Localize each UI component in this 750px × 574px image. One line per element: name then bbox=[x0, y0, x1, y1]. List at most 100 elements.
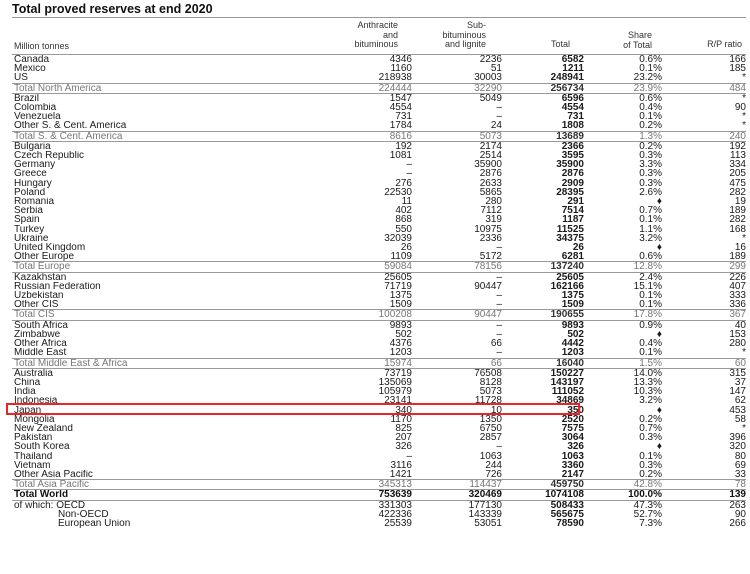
table-row: South Africa 9893 – 9893 0.9% 40 bbox=[12, 320, 746, 330]
share-value: ♦ bbox=[656, 405, 662, 415]
total-value: 1203 bbox=[561, 348, 584, 358]
rp-ratio-value: 240 bbox=[662, 130, 746, 142]
total-value: 2909 bbox=[561, 178, 584, 188]
share-value: 0.1% bbox=[639, 291, 662, 301]
row-name: Zimbabwe bbox=[14, 329, 61, 340]
share-value: 3.2% bbox=[639, 396, 662, 406]
row-name: Colombia bbox=[14, 103, 57, 113]
anthracite-value: 340 bbox=[395, 405, 412, 415]
anthracite-value: 135069 bbox=[378, 377, 412, 388]
rp-ratio-value: 475 bbox=[729, 178, 746, 188]
anthracite-value: 105979 bbox=[378, 387, 412, 397]
table-row: Kazakhstan 25605 – 25605 2.4% 226 bbox=[12, 272, 746, 282]
rp-ratio-value: 139 bbox=[662, 489, 746, 501]
row-name: Venezuela bbox=[14, 112, 61, 122]
subbituminous-value: 244 bbox=[485, 460, 502, 470]
table-row: Other Asia Pacific 1421 726 2147 0.2% 33 bbox=[12, 470, 746, 480]
subbituminous-value: 78156 bbox=[412, 261, 502, 273]
table-row: Romania 11 280 291 ♦ 19 bbox=[12, 197, 746, 206]
anthracite-value: 502 bbox=[395, 329, 412, 340]
total-value: 1375 bbox=[561, 291, 584, 301]
header-total: Total bbox=[550, 39, 570, 49]
row-name: Non-OECD bbox=[58, 509, 109, 519]
anthracite-value: 59084 bbox=[334, 261, 412, 273]
share-value: 0.1% bbox=[639, 451, 662, 461]
rp-ratio-value: 153 bbox=[729, 329, 746, 340]
table-row: Colombia 4554 – 4554 0.4% 90 bbox=[12, 103, 746, 112]
total-value: 7514 bbox=[561, 206, 584, 216]
rp-ratio-value: 396 bbox=[729, 433, 746, 443]
anthracite-value: 276 bbox=[395, 178, 412, 188]
subbituminous-value: – bbox=[496, 112, 502, 122]
rp-ratio-value: 280 bbox=[729, 339, 746, 349]
world-total-row: Total World 753639 320469 1074108 100.0% 139 bbox=[12, 489, 746, 501]
rp-ratio-value: 299 bbox=[662, 261, 746, 273]
rp-ratio-value: 315 bbox=[729, 368, 746, 378]
total-value: 256734 bbox=[502, 82, 584, 94]
table-row: United Kingdom 26 – 26 ♦ 16 bbox=[12, 243, 746, 252]
row-name: Total Europe bbox=[12, 261, 334, 273]
subbituminous-value: 5172 bbox=[479, 252, 502, 262]
anthracite-value: 4346 bbox=[334, 54, 412, 65]
row-name: Australia bbox=[14, 368, 53, 378]
table-row: Mexico 1160 51 1211 0.1% 185 bbox=[12, 64, 746, 73]
table-row: India 105979 5073 111052 10.3% 147 bbox=[12, 387, 746, 396]
anthracite-value: 550 bbox=[395, 224, 412, 234]
row-name: Mongolia bbox=[14, 414, 55, 424]
row-name: Mexico bbox=[14, 64, 46, 74]
share-value: 0.3% bbox=[639, 151, 662, 161]
row-name: India bbox=[14, 387, 36, 397]
share-value: 14.0% bbox=[633, 368, 662, 378]
rp-ratio-value: 60 bbox=[662, 357, 746, 369]
rp-ratio-value: 166 bbox=[662, 54, 746, 65]
total-value: 1211 bbox=[562, 64, 584, 74]
table-row: Indonesia 23141 11728 34869 3.2% 62 bbox=[12, 396, 746, 405]
total-value: 111052 bbox=[551, 387, 584, 397]
subbituminous-value: 24 bbox=[490, 121, 502, 132]
subbituminous-value: 51 bbox=[490, 64, 502, 74]
total-value: 3064 bbox=[561, 433, 584, 443]
total-value: 3595 bbox=[561, 151, 584, 161]
total-value: 16040 bbox=[502, 357, 584, 369]
table-row: Russian Federation 71719 90447 162166 15.1% 4… bbox=[12, 282, 746, 291]
rp-ratio-value: 263 bbox=[729, 500, 746, 510]
share-value: 10.3% bbox=[633, 387, 662, 397]
total-value: 508433 bbox=[550, 500, 584, 510]
anthracite-value: 11 bbox=[401, 197, 412, 207]
share-value: 0.1% bbox=[639, 215, 662, 225]
subbituminous-value: – bbox=[496, 243, 502, 253]
rp-ratio-value: 69 bbox=[734, 460, 746, 470]
total-value: 34869 bbox=[556, 396, 584, 406]
anthracite-value: 1784 bbox=[389, 121, 412, 132]
subbituminous-value: – bbox=[496, 300, 502, 310]
table-row: Uzbekistan 1375 – 1375 0.1% 333 bbox=[12, 291, 746, 300]
total-value: 3360 bbox=[561, 460, 584, 470]
anthracite-value: 422336 bbox=[378, 509, 412, 519]
subbituminous-value: 5865 bbox=[479, 187, 502, 198]
anthracite-value: 218938 bbox=[378, 73, 412, 84]
anthracite-value: 331303 bbox=[378, 500, 412, 510]
share-value: 0.3% bbox=[639, 433, 662, 443]
total-value: 6596 bbox=[561, 93, 584, 104]
anthracite-value: – bbox=[406, 160, 412, 170]
rp-ratio-value: 16 bbox=[734, 243, 746, 253]
share-value: 0.9% bbox=[639, 320, 662, 330]
share-value: 12.8% bbox=[584, 261, 662, 273]
total-value: 25605 bbox=[556, 272, 584, 282]
subbituminous-value: – bbox=[496, 348, 502, 358]
total-value: 2520 bbox=[561, 414, 584, 424]
anthracite-value: 25539 bbox=[384, 518, 412, 529]
subbituminous-value: – bbox=[496, 272, 502, 282]
subbituminous-value: 66 bbox=[412, 357, 502, 369]
row-name: Other CIS bbox=[14, 300, 59, 310]
share-value: 0.2% bbox=[639, 121, 662, 132]
table-row: Hungary 276 2633 2909 0.3% 475 bbox=[12, 179, 746, 188]
total-value: 28395 bbox=[556, 187, 584, 198]
row-name: Total S. & Cent. America bbox=[12, 130, 334, 142]
subbituminous-value: – bbox=[496, 442, 502, 452]
share-value: 47.3% bbox=[633, 500, 662, 510]
row-name: Total CIS bbox=[12, 309, 334, 321]
rp-ratio-value: * bbox=[742, 112, 746, 122]
share-value: 0.3% bbox=[639, 169, 662, 179]
header-rule bbox=[12, 17, 746, 18]
